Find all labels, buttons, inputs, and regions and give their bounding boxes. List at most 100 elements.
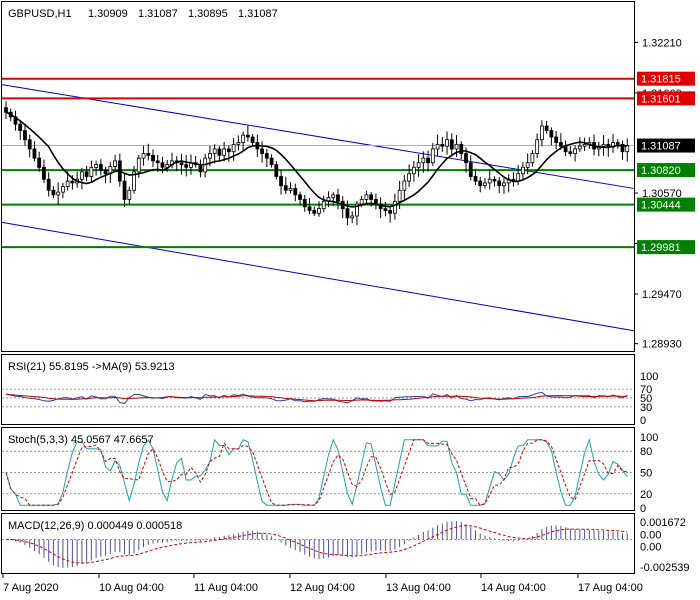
candle-body (615, 142, 620, 145)
moving-average-line (5, 111, 628, 208)
candle-body (61, 186, 65, 193)
candle-body (245, 134, 250, 138)
level-label-box (637, 240, 695, 255)
candle-body (468, 162, 473, 177)
candle-body (51, 189, 56, 196)
candle-body (383, 208, 388, 211)
candle-body (449, 139, 454, 150)
candle-body (113, 160, 117, 167)
candle-body (279, 176, 283, 187)
candle-body (416, 162, 421, 168)
macd-title: MACD(12,26,9) 0.000449 0.000518 (8, 520, 182, 532)
candle-body (302, 199, 307, 208)
candle-body (421, 157, 426, 164)
candle-body (217, 148, 222, 156)
macd-tick-label: -0.002539 (640, 562, 690, 574)
candle-body (42, 166, 46, 180)
candle-body (549, 130, 554, 138)
macd-tick-label: 0.001672 (640, 517, 686, 529)
level-label: 1.29981 (641, 242, 681, 254)
candle-body (577, 145, 582, 150)
time-tick-label: 14 Aug 04:00 (481, 582, 546, 594)
candle-body (364, 194, 369, 200)
candle-body (445, 139, 449, 147)
candle-body (94, 164, 99, 168)
candle-body (32, 148, 37, 159)
candle-body (620, 143, 625, 153)
macd-tick-label: 0.00 (640, 541, 661, 553)
time-tick-label: 10 Aug 04:00 (99, 582, 164, 594)
level-label-box (637, 71, 695, 86)
trend-line-lower (1, 221, 635, 332)
candle-body (18, 123, 23, 131)
rsi-tick-label: 50 (640, 393, 652, 405)
candle-body (402, 180, 407, 191)
candle-body (473, 176, 478, 182)
candle-body (46, 178, 51, 191)
candle-body (483, 182, 487, 187)
main-panel (1, 1, 635, 352)
candle-body (98, 164, 103, 171)
candle-body (222, 148, 227, 156)
candle-body (554, 136, 559, 143)
time-tick-label: 13 Aug 04:00 (386, 582, 451, 594)
ohlc-low: 1.30895 (188, 8, 228, 20)
candle-body (492, 178, 497, 182)
candle-body (65, 180, 70, 188)
candle-body (307, 206, 312, 211)
stoch-tick-label: 50 (640, 468, 652, 480)
candle-body (521, 166, 525, 175)
time-tick-label: 17 Aug 04:00 (578, 582, 643, 594)
candle-body (136, 157, 141, 173)
candle-body (426, 157, 430, 164)
candle-body (298, 194, 302, 200)
candle-body (89, 166, 94, 177)
rsi-tick-label: 100 (640, 371, 658, 383)
candle-body (160, 162, 165, 168)
candle-body (459, 143, 464, 154)
ohlc-open: 1.30909 (88, 8, 128, 20)
candle-body (478, 180, 483, 187)
candle-body (79, 171, 84, 180)
candle-body (84, 171, 89, 177)
macd-tick-label: 0.00 (640, 529, 661, 541)
candle-body (236, 142, 241, 145)
candle-body (464, 153, 468, 164)
candle-body (283, 185, 288, 191)
level-label: 1.31815 (641, 74, 681, 86)
candle-body (388, 210, 393, 214)
candle-body (336, 194, 340, 202)
current-price-box (637, 138, 695, 153)
level-label-box (637, 91, 695, 106)
candle-body (4, 107, 8, 113)
candle-body (231, 143, 236, 153)
candle-body (407, 173, 412, 182)
candle-body (250, 136, 255, 143)
candle-body (151, 154, 155, 162)
candle-body (502, 182, 506, 187)
level-label-box (637, 163, 695, 178)
macd-panel (1, 513, 635, 574)
candle-body (355, 203, 359, 217)
candle-body (516, 173, 521, 182)
candle-body (208, 153, 212, 159)
candle-body (212, 148, 217, 154)
candle-body (184, 164, 189, 168)
candle-body (179, 162, 184, 165)
stoch-tick-label: 0 (640, 503, 646, 515)
rsi-tick-label: 30 (640, 402, 652, 414)
candle-body (535, 139, 540, 154)
candle-body (331, 194, 336, 199)
candle-body (573, 148, 577, 154)
candle-body (132, 171, 136, 191)
candle-body (155, 160, 160, 164)
price-tick-label: 1.30570 (642, 188, 682, 200)
level-label: 1.30444 (641, 200, 681, 212)
candle-body (497, 180, 502, 187)
stoch-tick-label: 20 (640, 489, 652, 501)
rsi-tick-label: 70 (640, 384, 652, 396)
candle-body (525, 162, 530, 168)
candle-body (269, 157, 274, 165)
ohlc-high: 1.31087 (138, 8, 178, 20)
